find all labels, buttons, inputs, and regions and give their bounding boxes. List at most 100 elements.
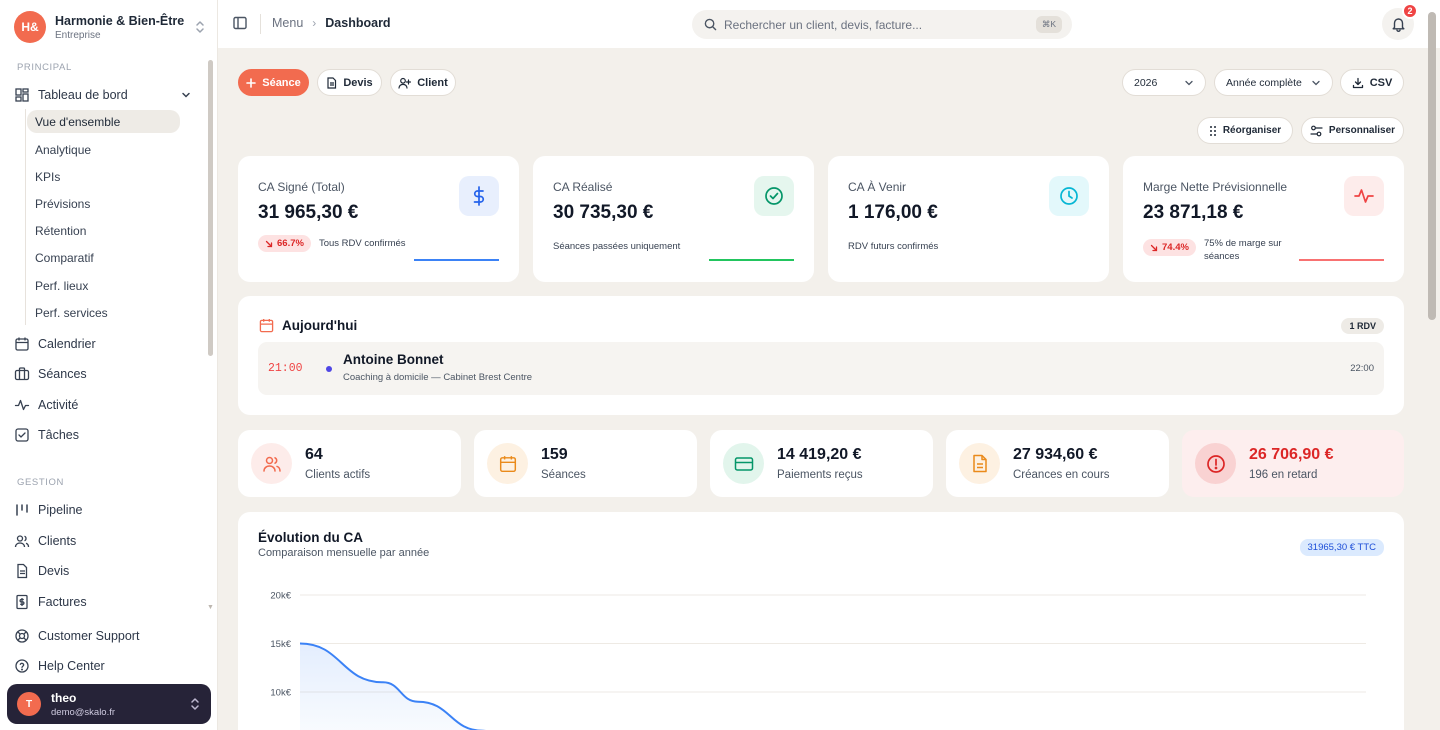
sidebar-subitem-services[interactable]: Perf. services [27, 301, 180, 324]
trend-badge: 74.4% [1143, 239, 1196, 256]
sparkline [709, 259, 794, 261]
period-select[interactable]: Année complète [1214, 69, 1333, 96]
sidebar-subitem-kpis[interactable]: KPIs [27, 165, 180, 188]
trend-value: 74.4% [1162, 242, 1189, 253]
user-email: demo@skalo.fr [51, 706, 116, 718]
customize-button[interactable]: Personnaliser [1301, 117, 1404, 144]
search-input[interactable]: Rechercher un client, devis, facture... … [692, 10, 1072, 39]
y-tick-label: 15k€ [270, 639, 291, 650]
sidebar-item-label: Pipeline [38, 503, 83, 517]
stat-card-payments: 14 419,20 € Paiements reçus [710, 430, 933, 497]
series-line[interactable] [299, 642, 518, 730]
button-label: Personnaliser [1328, 125, 1396, 136]
sparkline [414, 259, 499, 261]
document-icon [326, 76, 337, 89]
sidebar-item-tasks[interactable]: Tâches [14, 423, 192, 447]
grid-icon [14, 87, 30, 103]
chart-total-badge: 31965,30 € TTC [1299, 539, 1384, 556]
sidebar-subitem-label: Prévisions [35, 196, 91, 211]
appointment-row[interactable]: 21:00 Antoine Bonnet Coaching à domicile… [258, 342, 1384, 395]
y-tick-label: 10k€ [270, 688, 291, 699]
sidebar-subitem-label: Perf. services [35, 305, 108, 320]
kpi-note: 75% de marge sur séances [1204, 237, 1282, 263]
sidebar-subitem-analytics[interactable]: Analytique [27, 138, 180, 161]
reorganize-button[interactable]: Réorganiser [1197, 117, 1293, 144]
sidebar-item-clients[interactable]: Clients [14, 529, 192, 553]
sidebar-subitem-label: Vue d'ensemble [35, 114, 121, 129]
chevron-down-icon [1184, 78, 1194, 88]
kpi-title: CA Signé (Total) [258, 180, 345, 194]
sidebar-subitem-comparison[interactable]: Comparatif [27, 246, 180, 269]
stat-value: 27 934,60 € [1013, 446, 1098, 463]
kpi-note-line: séances [1203, 251, 1240, 262]
sidebar-item-support[interactable]: Customer Support [14, 624, 192, 648]
sidebar-item-label: Calendrier [38, 337, 96, 351]
sidebar-item-invoices[interactable]: Factures [14, 590, 192, 614]
notification-count-badge: 2 [1402, 3, 1418, 19]
sidebar-item-calendar[interactable]: Calendrier [14, 332, 192, 356]
stat-card-sessions: 159 Séances [474, 430, 697, 497]
org-switcher[interactable]: H& Harmonie & Bien-Être Entreprise [14, 10, 206, 44]
sidebar-item-pipeline[interactable]: Pipeline [14, 498, 192, 522]
sidebar-subitem-overview[interactable]: Vue d'ensemble [27, 110, 180, 133]
topbar: Menu › Dashboard Rechercher un client, d… [218, 0, 1440, 320]
kpi-footer: Séances passées uniquement [553, 241, 680, 252]
sidebar-item-sessions[interactable]: Séances [14, 362, 192, 386]
stat-value: 26 706,90 € [1249, 446, 1334, 463]
user-menu[interactable]: T theo demo@skalo.fr [7, 684, 211, 724]
sidebar-item-help[interactable]: Help Center [14, 654, 192, 678]
today-title: Aujourd'hui [282, 318, 358, 333]
new-quote-button[interactable]: Devis [317, 69, 382, 96]
sparkline [1299, 259, 1384, 261]
sidebar-item-quotes[interactable]: Devis [14, 559, 192, 583]
sidebar-toggle-icon[interactable] [233, 16, 247, 30]
trend-down-icon [1150, 244, 1158, 251]
sidebar-item-dashboard[interactable]: Tableau de bord [14, 83, 192, 107]
section-label-gestion: GESTION [17, 477, 64, 488]
scroll-down-arrow[interactable]: ▼ [207, 604, 214, 611]
user-plus-icon [398, 77, 412, 89]
kpi-title: Marge Nette Prévisionnelle [1143, 180, 1288, 194]
button-label: Client [417, 76, 448, 89]
briefcase-icon [14, 366, 30, 382]
credit-card-icon [723, 443, 764, 484]
stat-value: 14 419,20 € [777, 446, 862, 463]
sidebar-item-label: Factures [38, 595, 87, 609]
breadcrumb-menu[interactable]: Menu [272, 16, 304, 30]
sidebar-scrollbar[interactable] [208, 60, 213, 356]
page-scrollbar[interactable] [1428, 12, 1436, 320]
sidebar-subitem-label: Rétention [35, 223, 87, 238]
kpi-note-line: 75% de marge sur [1203, 238, 1282, 249]
stat-value: 64 [305, 446, 323, 463]
new-session-button[interactable]: Séance [238, 69, 309, 96]
receipt-icon [14, 594, 30, 610]
user-name: theo [51, 690, 77, 705]
revenue-chart: 20k€ 15k€ 10k€ [270, 591, 1366, 730]
org-name: Harmonie & Bien-Être [55, 13, 185, 28]
button-label: Séance [262, 76, 301, 89]
button-label: Réorganiser [1222, 125, 1282, 136]
bell-icon [1391, 16, 1406, 32]
chevron-up-down-icon [189, 697, 201, 711]
check-circle-icon [754, 176, 794, 216]
sidebar-subitem-locations[interactable]: Perf. lieux [27, 274, 180, 297]
kpi-value: 31 965,30 € [258, 202, 359, 223]
users-icon [14, 533, 30, 549]
avatar: T [17, 692, 41, 716]
alert-icon [1195, 443, 1236, 484]
year-select[interactable]: 2026 [1122, 69, 1206, 96]
new-client-button[interactable]: Client [390, 69, 456, 96]
sidebar-item-label: Tâches [38, 428, 79, 442]
export-csv-button[interactable]: CSV [1340, 69, 1404, 96]
breadcrumb-current: Dashboard [325, 16, 391, 30]
calendar-icon [259, 318, 274, 333]
search-placeholder: Rechercher un client, devis, facture... [724, 17, 923, 32]
kpi-value: 30 735,30 € [553, 202, 654, 223]
stat-value: 159 [541, 446, 568, 463]
sidebar-item-label: Help Center [38, 659, 105, 673]
lifebuoy-icon [14, 628, 30, 644]
sidebar-item-activity[interactable]: Activité [14, 393, 192, 417]
sidebar-subitem-retention[interactable]: Rétention [27, 219, 180, 242]
sidebar-subitem-forecasts[interactable]: Prévisions [27, 192, 180, 215]
button-label: Devis [343, 76, 373, 89]
